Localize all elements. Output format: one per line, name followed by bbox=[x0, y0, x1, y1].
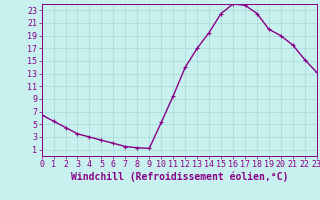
X-axis label: Windchill (Refroidissement éolien,°C): Windchill (Refroidissement éolien,°C) bbox=[70, 172, 288, 182]
